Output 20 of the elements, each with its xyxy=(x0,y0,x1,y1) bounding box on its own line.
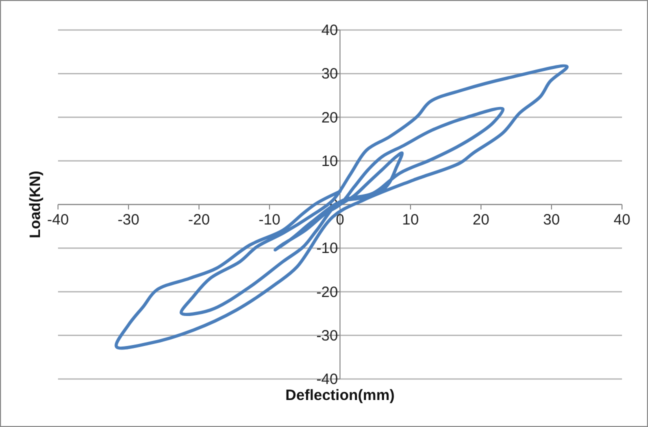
x-tick-label: 0 xyxy=(336,212,344,228)
x-tick-label: -40 xyxy=(47,212,69,228)
x-tick-label: 20 xyxy=(472,212,490,228)
line-series xyxy=(114,65,569,348)
y-tick-label: 20 xyxy=(321,109,338,126)
x-tick-label: -30 xyxy=(118,212,140,228)
y-axis-title: Load(KN) xyxy=(27,170,44,238)
y-tick-label: -10 xyxy=(316,240,338,258)
x-tick-label: -20 xyxy=(188,212,210,228)
x-axis-title: Deflection(mm) xyxy=(285,387,395,404)
x-tick-label: 40 xyxy=(614,212,630,228)
x-tick-label: 30 xyxy=(543,212,560,228)
x-tick-label: 10 xyxy=(402,212,419,228)
x-tick-label: -10 xyxy=(258,212,280,228)
y-tick-label: -20 xyxy=(316,284,338,301)
y-tick-label: 10 xyxy=(321,152,338,170)
y-tick-label: -40 xyxy=(316,371,338,388)
y-tick-label: 30 xyxy=(321,66,338,83)
y-tick-label: -30 xyxy=(316,327,338,344)
y-tick-label: 40 xyxy=(321,22,338,39)
